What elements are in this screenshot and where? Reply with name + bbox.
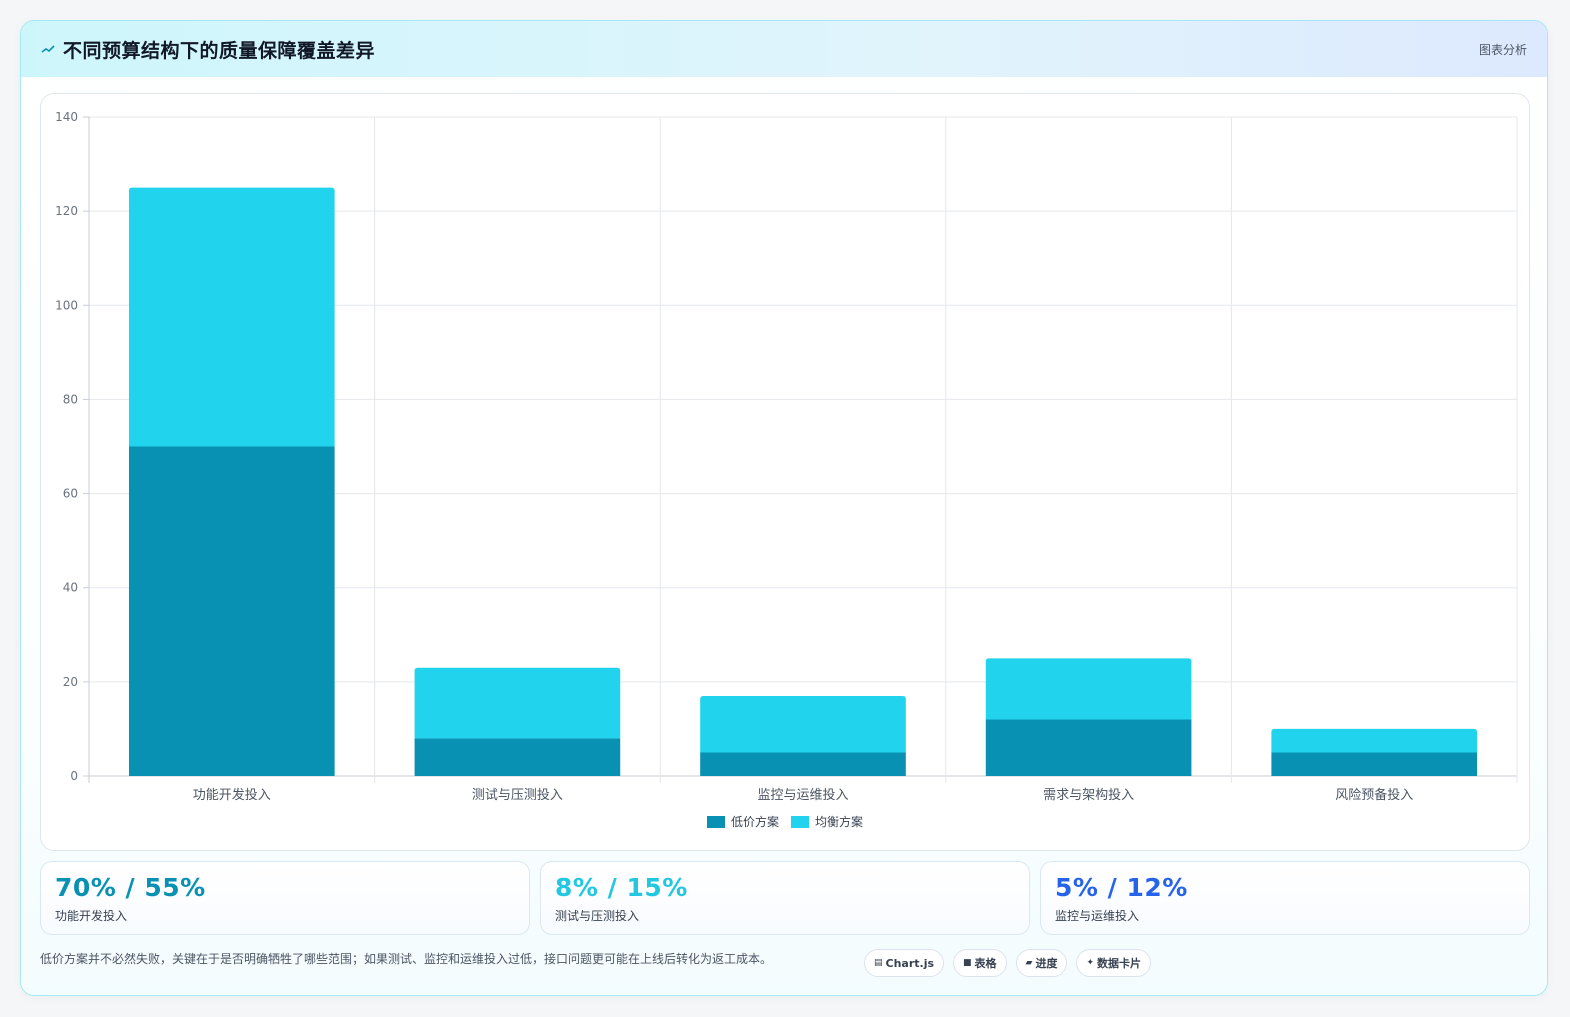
- stat-card-3: 5% / 12% 监控与运维投入: [1040, 861, 1530, 935]
- footer-note: 低价方案并不必然失败，关键在于是否明确牺牲了哪些范围；如果测试、监控和运维投入过…: [40, 952, 773, 966]
- sparkle-icon: ✦: [1086, 958, 1095, 968]
- bar-low: [700, 752, 906, 776]
- legend-item[interactable]: 低价方案: [706, 813, 779, 830]
- chip-label: 数据卡片: [1097, 957, 1142, 970]
- trend-icon: [41, 45, 55, 53]
- bar-balanced: [414, 667, 621, 739]
- bar-low: [985, 719, 1192, 776]
- page-title: 不同预算结构下的质量保障覆盖差异: [63, 39, 376, 62]
- legend-label: 均衡方案: [815, 815, 864, 829]
- y-tick-label: 80: [63, 392, 78, 406]
- y-tick-label: 40: [63, 581, 78, 595]
- bar-balanced: [985, 658, 1192, 720]
- chip-label: 表格: [974, 957, 997, 970]
- bar-balanced: [700, 695, 906, 753]
- table-icon: ■: [963, 958, 972, 968]
- y-tick-label: 60: [63, 487, 78, 501]
- legend-label: 低价方案: [730, 815, 779, 829]
- stat-label: 测试与压测投入: [555, 909, 640, 923]
- stat-value: 5% / 12%: [1055, 873, 1188, 902]
- legend-item[interactable]: 均衡方案: [791, 813, 863, 830]
- bar-low: [1271, 752, 1478, 776]
- x-tick-label: 测试与压测投入: [472, 787, 563, 803]
- card-header: 不同预算结构下的质量保障覆盖差异 图表分析: [21, 21, 1547, 77]
- chart-legend: 低价方案 均衡方案: [41, 813, 1529, 830]
- y-tick-label: 140: [55, 110, 78, 124]
- stat-card-1: 70% / 55% 功能开发投入: [40, 861, 530, 935]
- stat-value: 70% / 55%: [55, 873, 206, 902]
- chip-label: 进度: [1035, 957, 1058, 970]
- bar-low: [128, 446, 335, 776]
- chip-table[interactable]: ■ 表格: [953, 949, 1007, 977]
- legend-swatch: [791, 815, 809, 828]
- stat-value: 8% / 15%: [555, 873, 688, 902]
- stat-card-2: 8% / 15% 测试与压测投入: [540, 861, 1030, 935]
- chip-group: ▤ Chart.js ■ 表格 ▰ 进度 ✦ 数据卡片: [864, 949, 1152, 977]
- chart-card: 不同预算结构下的质量保障覆盖差异 图表分析 0 20 40 60 80 100 120 140…: [20, 20, 1548, 996]
- stat-label: 功能开发投入: [55, 909, 128, 923]
- x-tick-label: 需求与架构投入: [1043, 787, 1134, 803]
- y-tick-label: 0: [70, 769, 78, 783]
- y-tick-label: 20: [63, 675, 78, 689]
- x-tick-label: 功能开发投入: [193, 787, 271, 803]
- y-tick-label: 120: [55, 204, 78, 218]
- progress-icon: ▰: [1025, 958, 1033, 968]
- stacked-bar-chart: 0 20 40 60 80 100 120 140 功能开发投入 测试与压测投入 监控与运维投入 需求…: [55, 110, 1518, 803]
- bar-balanced: [128, 187, 335, 447]
- header-tag: 图表分析: [1478, 43, 1527, 57]
- stat-label: 监控与运维投入: [1055, 909, 1140, 923]
- chip-progress[interactable]: ▰ 进度: [1015, 949, 1068, 977]
- chip-chartjs[interactable]: ▤ Chart.js: [864, 949, 945, 977]
- chip-data-card[interactable]: ✦ 数据卡片: [1076, 949, 1152, 977]
- chart-icon: ▤: [874, 958, 883, 968]
- chart-area: 0 20 40 60 80 100 120 140 功能开发投入 测试与压测投入 监控与运维投入 需求…: [40, 93, 1530, 851]
- bar-low: [414, 738, 621, 776]
- bar-balanced: [1271, 728, 1478, 753]
- chip-label: Chart.js: [885, 956, 935, 970]
- y-tick-label: 100: [55, 298, 78, 312]
- legend-swatch: [706, 815, 725, 828]
- x-tick-label: 监控与运维投入: [757, 787, 848, 803]
- x-tick-label: 风险预备投入: [1335, 787, 1413, 803]
